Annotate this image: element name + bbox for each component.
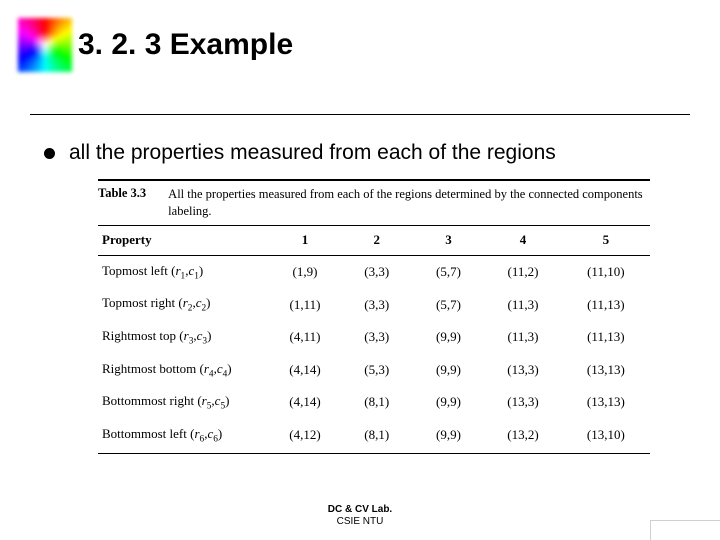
table-row: Topmost right (r2,c2)(1,11)(3,3)(5,7)(11… <box>98 288 650 321</box>
value-cell: (3,3) <box>341 255 413 288</box>
value-cell: (13,3) <box>484 354 561 387</box>
title-divider <box>30 114 690 115</box>
value-cell: (13,3) <box>484 386 561 419</box>
properties-table-wrap: Table 3.3 All the properties measured fr… <box>98 179 650 454</box>
value-cell: (13,13) <box>562 354 650 387</box>
value-cell: (13,13) <box>562 386 650 419</box>
property-cell: Topmost left (r1,c1) <box>98 255 269 288</box>
value-cell: (3,3) <box>341 288 413 321</box>
footer: DC & CV Lab. CSIE NTU <box>0 504 720 528</box>
table-caption: Table 3.3 All the properties measured fr… <box>98 179 650 225</box>
value-cell: (3,3) <box>341 321 413 354</box>
value-cell: (1,11) <box>269 288 341 321</box>
value-cell: (9,9) <box>413 419 485 454</box>
value-cell: (5,3) <box>341 354 413 387</box>
bullet-text: all the properties measured from each of… <box>69 141 556 165</box>
value-cell: (13,2) <box>484 419 561 454</box>
property-cell: Bottommost right (r5,c5) <box>98 386 269 419</box>
value-cell: (9,9) <box>413 321 485 354</box>
table-row: Rightmost top (r3,c3)(4,11)(3,3)(9,9)(11… <box>98 321 650 354</box>
value-cell: (9,9) <box>413 386 485 419</box>
color-wheel-icon <box>18 18 72 72</box>
col-5: 5 <box>562 225 650 255</box>
table-caption-label: Table 3.3 <box>98 186 168 201</box>
bullet-item: all the properties measured from each of… <box>44 141 720 165</box>
value-cell: (8,1) <box>341 386 413 419</box>
slide-header: 3. 2. 3 Example <box>0 0 720 72</box>
value-cell: (4,14) <box>269 354 341 387</box>
value-cell: (11,3) <box>484 288 561 321</box>
value-cell: (11,10) <box>562 255 650 288</box>
col-3: 3 <box>413 225 485 255</box>
property-cell: Rightmost bottom (r4,c4) <box>98 354 269 387</box>
table-row: Bottommost right (r5,c5)(4,14)(8,1)(9,9)… <box>98 386 650 419</box>
table-row: Bottommost left (r6,c6)(4,12)(8,1)(9,9)(… <box>98 419 650 454</box>
property-cell: Topmost right (r2,c2) <box>98 288 269 321</box>
value-cell: (13,10) <box>562 419 650 454</box>
table-caption-text: All the properties measured from each of… <box>168 186 650 220</box>
property-cell: Bottommost left (r6,c6) <box>98 419 269 454</box>
value-cell: (8,1) <box>341 419 413 454</box>
col-2: 2 <box>341 225 413 255</box>
footer-line-1: DC & CV Lab. <box>0 504 720 516</box>
value-cell: (4,11) <box>269 321 341 354</box>
table-header-row: Property 1 2 3 4 5 <box>98 225 650 255</box>
value-cell: (11,3) <box>484 321 561 354</box>
value-cell: (1,9) <box>269 255 341 288</box>
col-4: 4 <box>484 225 561 255</box>
value-cell: (4,12) <box>269 419 341 454</box>
value-cell: (5,7) <box>413 255 485 288</box>
table-row: Rightmost bottom (r4,c4)(4,14)(5,3)(9,9)… <box>98 354 650 387</box>
value-cell: (9,9) <box>413 354 485 387</box>
value-cell: (4,14) <box>269 386 341 419</box>
value-cell: (5,7) <box>413 288 485 321</box>
col-property: Property <box>98 225 269 255</box>
value-cell: (11,2) <box>484 255 561 288</box>
slide-corner-decoration <box>650 520 720 540</box>
property-cell: Rightmost top (r3,c3) <box>98 321 269 354</box>
footer-line-2: CSIE NTU <box>0 516 720 528</box>
bullet-dot-icon <box>44 148 55 159</box>
value-cell: (11,13) <box>562 288 650 321</box>
value-cell: (11,13) <box>562 321 650 354</box>
col-1: 1 <box>269 225 341 255</box>
table-row: Topmost left (r1,c1)(1,9)(3,3)(5,7)(11,2… <box>98 255 650 288</box>
properties-table: Property 1 2 3 4 5 Topmost left (r1,c1)(… <box>98 225 650 455</box>
slide-title: 3. 2. 3 Example <box>78 28 293 62</box>
